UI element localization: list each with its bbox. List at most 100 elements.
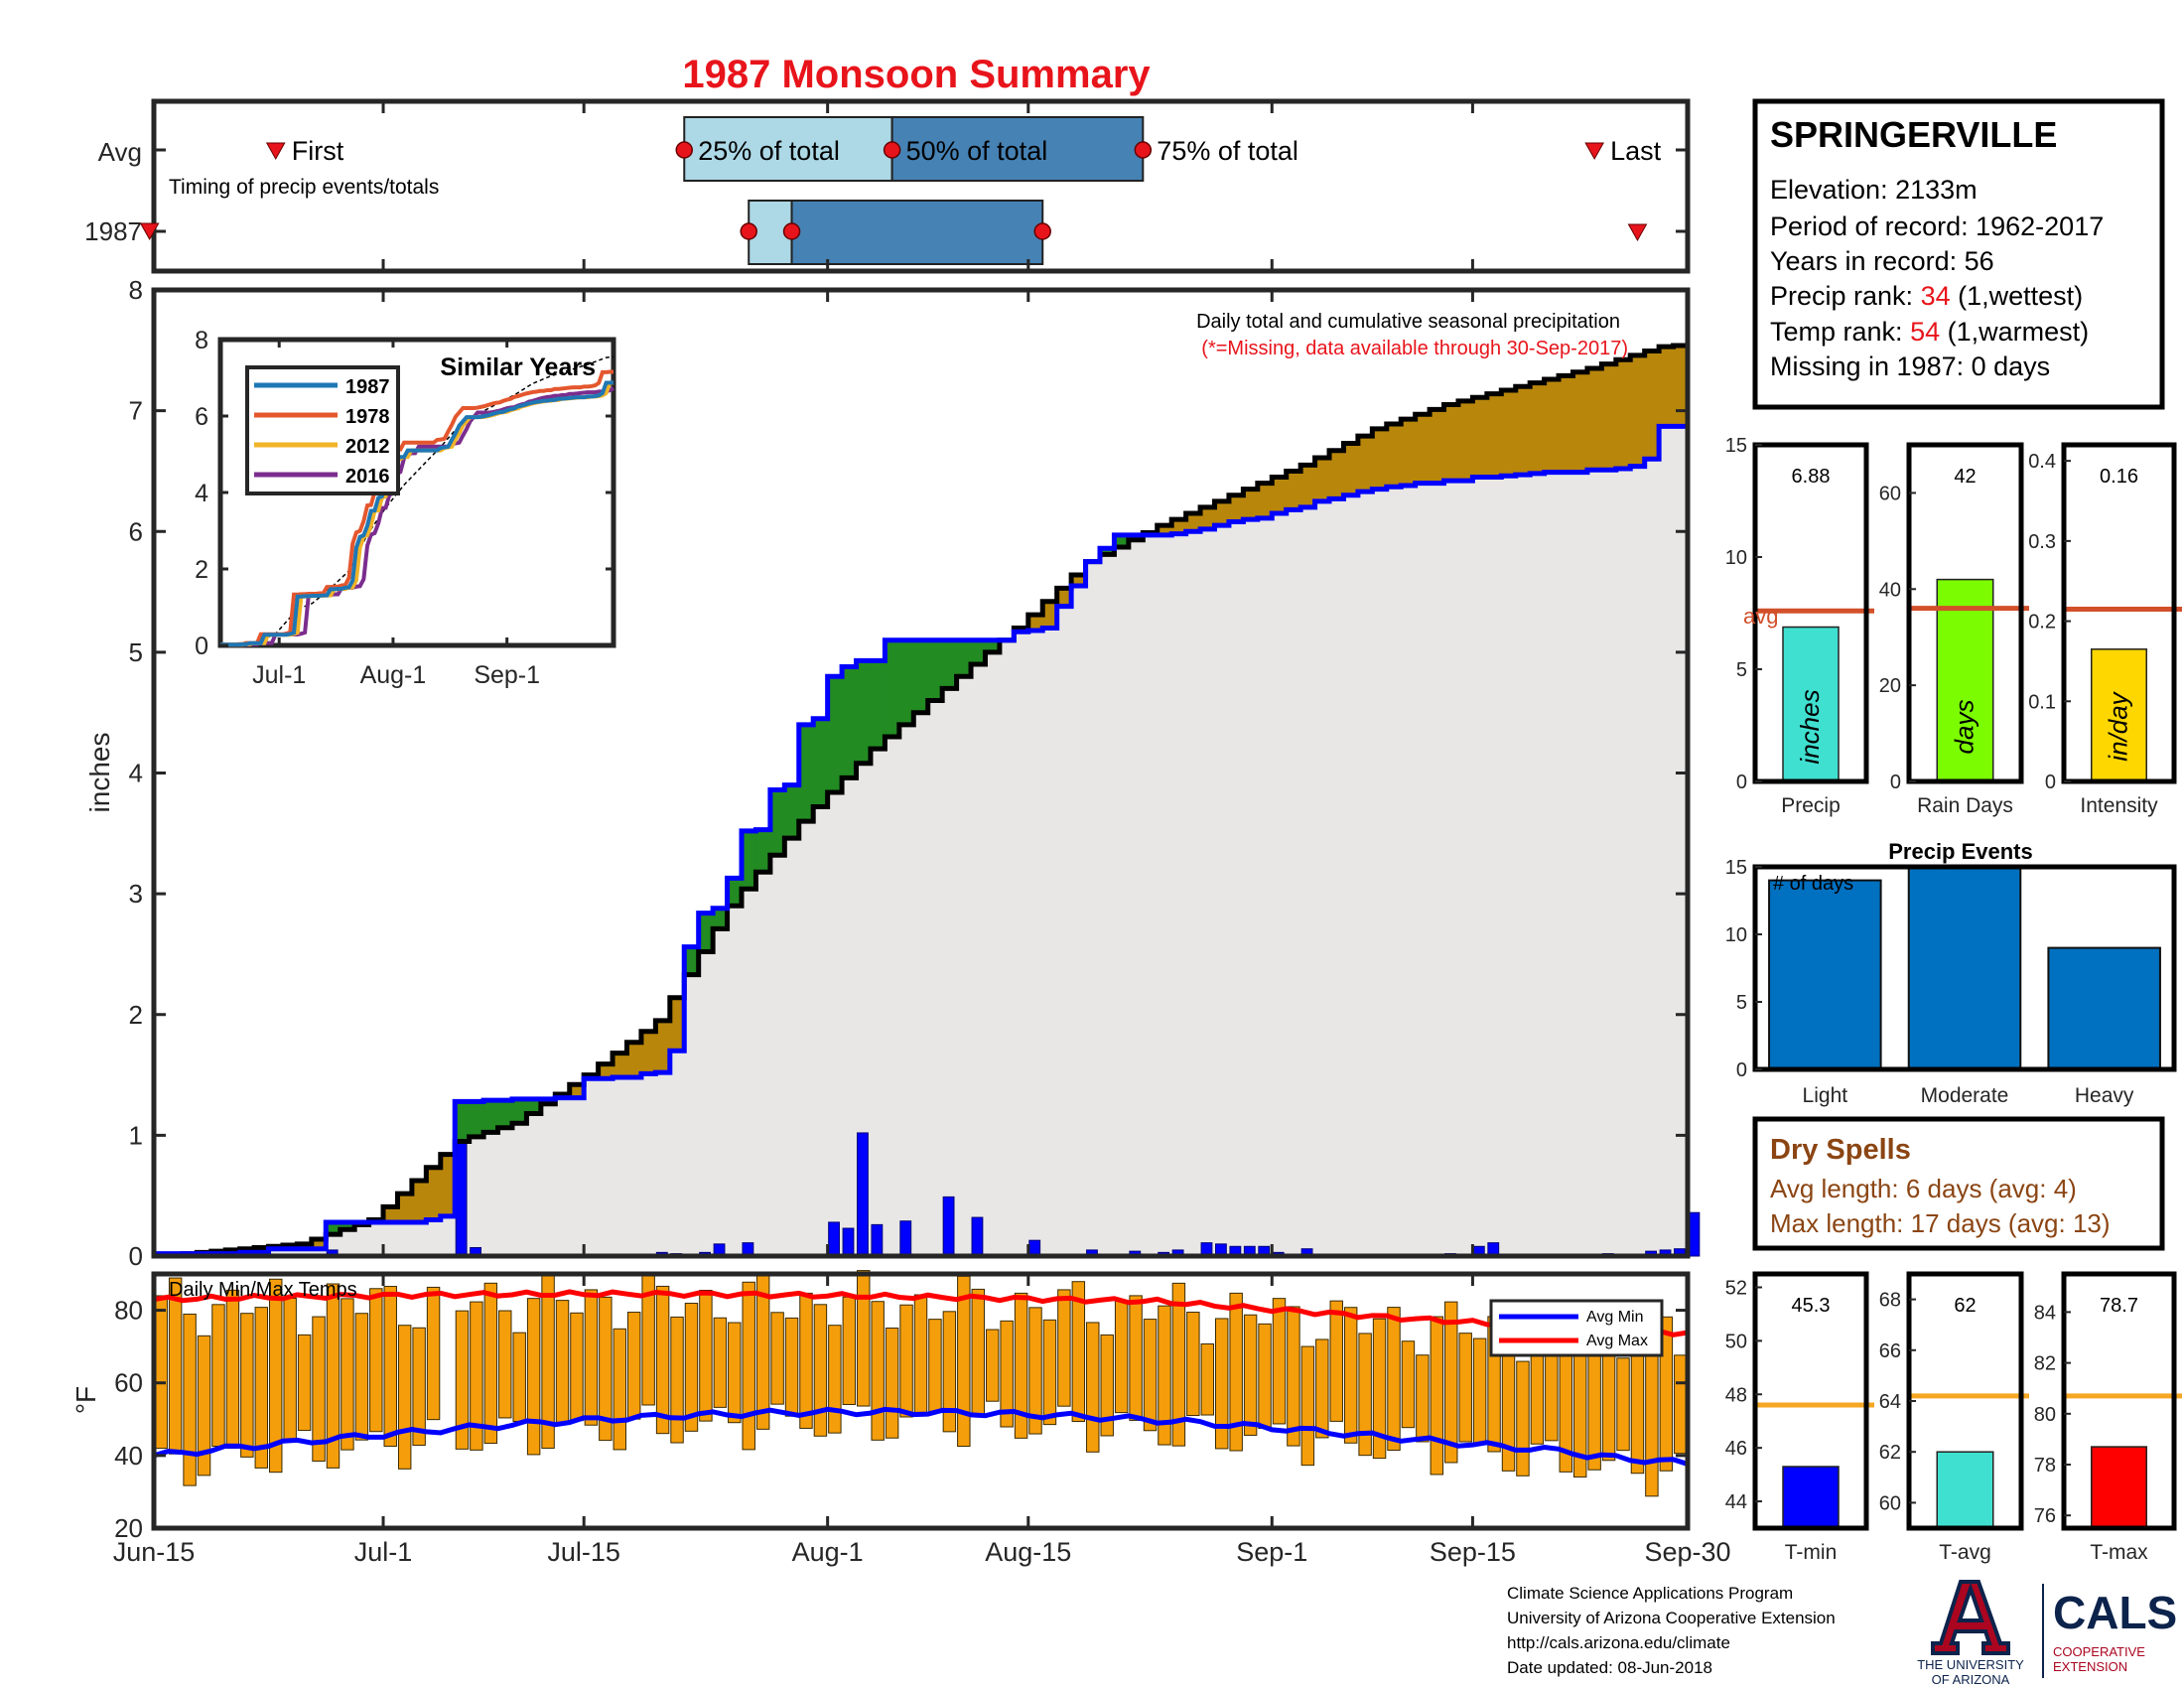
- events-bar: [2047, 946, 2161, 1070]
- precip-stat-tick-label: 0: [1736, 772, 1747, 793]
- precip-chart: 0 1 2 3 4 5 6 7 8 Daily total and cumulative sea…: [84, 275, 1701, 1271]
- deficit-area: [669, 997, 685, 1052]
- avg-min-line: [153, 1406, 1689, 1467]
- inset-y-tick-label: 0: [195, 633, 208, 660]
- intensity-stat-tick-label: 0.1: [2028, 691, 2056, 713]
- daily-temp-bar: [512, 1332, 526, 1422]
- intensity-stat-value: 0.16: [2100, 466, 2138, 488]
- dry-spells-frame: [1752, 1116, 2165, 1251]
- deficit-area: [1544, 379, 1560, 473]
- deficit-area: [1673, 345, 1689, 427]
- temp-y-axis-label: °F: [70, 1386, 101, 1414]
- tavg-stat-tick-label: 68: [1879, 1290, 1901, 1312]
- deficit-area: [1272, 477, 1288, 514]
- rain-days-stat-unit: days: [1950, 700, 1979, 755]
- tmin-stat-tick-label: 52: [1725, 1277, 1747, 1299]
- daily-temp-bar: [1416, 1354, 1430, 1443]
- legend-avg-max: Avg Max: [1586, 1333, 1648, 1349]
- tmax-stat-tick-label: 80: [2034, 1404, 2056, 1426]
- intensity-stat-tick-label: 0.4: [2028, 451, 2056, 473]
- daily-temp-bar: [383, 1286, 397, 1447]
- precip-y-tick-label: 1: [129, 1120, 143, 1150]
- year-p25-marker: [740, 222, 757, 240]
- daily-temp-bar: [555, 1300, 570, 1423]
- intensity-stat-bar: [2091, 648, 2147, 782]
- daily-temp-bar: [240, 1313, 254, 1458]
- dry-spells-max: Max length: 17 days (avg: 13): [1770, 1208, 2111, 1238]
- surplus-area: [1099, 548, 1116, 555]
- daily-temp-bar: [1630, 1352, 1645, 1475]
- dry-spells-avg: Avg length: 6 days (avg: 4): [1770, 1174, 2077, 1203]
- surplus-area: [798, 724, 814, 822]
- precip-y-axis-label: inches: [84, 733, 115, 813]
- deficit-area: [1515, 386, 1531, 476]
- daily-temp-bar: [269, 1278, 283, 1474]
- deficit-area: [1601, 363, 1617, 471]
- surplus-area: [985, 639, 1001, 652]
- daily-temp-bar: [655, 1285, 670, 1435]
- precip-chart-note: Daily total and cumulative seasonal prec…: [1196, 311, 1620, 333]
- events-tick-label: 5: [1736, 992, 1747, 1014]
- daily-temp-bar: [1472, 1337, 1487, 1446]
- events-title: Precip Events: [1888, 839, 2033, 864]
- daily-temp-bar: [626, 1312, 641, 1420]
- daily-temp-bar: [1258, 1323, 1272, 1429]
- daily-temp-bar: [1516, 1360, 1530, 1477]
- daily-temp-bar: [283, 1297, 297, 1443]
- surplus-area: [813, 718, 829, 807]
- tavg-stat-tick-label: 60: [1879, 1492, 1901, 1514]
- inset-legend-label: 1987: [345, 376, 390, 398]
- daily-temp-bar: [1042, 1319, 1057, 1426]
- events-category-label: Light: [1803, 1084, 1848, 1107]
- deficit-area: [1329, 450, 1345, 499]
- daily-temp-bar: [570, 1312, 584, 1422]
- daily-temp-bar: [1387, 1307, 1401, 1452]
- surplus-area: [784, 784, 800, 839]
- daily-temp-bar: [713, 1317, 728, 1408]
- deficit-area: [1630, 354, 1646, 467]
- rain-days-stat-frame: [1906, 442, 2024, 784]
- daily-temp-bar: [326, 1283, 341, 1469]
- daily-temp-bar: [455, 1310, 470, 1450]
- precip-rank-value: 34: [1921, 281, 1951, 311]
- deficit-area: [1200, 506, 1216, 529]
- surplus-area: [684, 946, 700, 975]
- inset-title: Similar Years: [440, 353, 596, 381]
- tmax-stat-label: T-max: [2090, 1541, 2148, 1564]
- deficit-area: [1430, 409, 1445, 484]
- deficit-area: [1157, 525, 1172, 535]
- deficit-area: [1530, 382, 1546, 474]
- footer-url: http://cals.arizona.edu/climate: [1507, 1633, 1730, 1652]
- x-tick-label: Jul-15: [547, 1537, 620, 1567]
- inset-y-tick-label: 2: [195, 556, 208, 584]
- cals-logo-text: CALS: [2053, 1587, 2177, 1638]
- daily-temp-bar: [1100, 1334, 1114, 1437]
- surplus-area: [497, 1100, 513, 1128]
- daily-temp-bar: [1458, 1333, 1472, 1443]
- deficit-area: [1559, 375, 1574, 473]
- avg-cumulative-line: [154, 343, 1688, 1259]
- daily-precip-bar: [842, 1227, 855, 1257]
- surplus-area: [698, 913, 714, 952]
- tmin-stat-bar: [1782, 1466, 1840, 1529]
- precip-chart-missing-note: (*=Missing, data available through 30-Se…: [1201, 338, 1628, 359]
- daily-temp-bar: [369, 1288, 383, 1433]
- rain-days-stat-tick-label: 60: [1879, 483, 1901, 504]
- dry-spells-title: Dry Spells: [1770, 1134, 1911, 1166]
- avg-box-q1: [683, 116, 893, 182]
- deficit-area: [411, 1180, 427, 1222]
- deficit-area: [1357, 436, 1373, 492]
- daily-temp-bar: [1287, 1306, 1300, 1447]
- x-tick-label: Sep-1: [1236, 1537, 1307, 1567]
- events-bar: [1907, 866, 2022, 1070]
- daily-precip-bar: [971, 1216, 984, 1257]
- temp-y-tick-label: 20: [114, 1513, 143, 1543]
- x-tick-label: Aug-1: [792, 1537, 864, 1567]
- arizona-a-mark: [1931, 1580, 2010, 1655]
- daily-temp-bar: [1401, 1340, 1416, 1429]
- tavg-stat-tick-label: 62: [1879, 1442, 1901, 1464]
- daily-temp-bar: [770, 1312, 784, 1405]
- station-years: Years in record: 56: [1770, 246, 1994, 276]
- surplus-area: [885, 639, 900, 738]
